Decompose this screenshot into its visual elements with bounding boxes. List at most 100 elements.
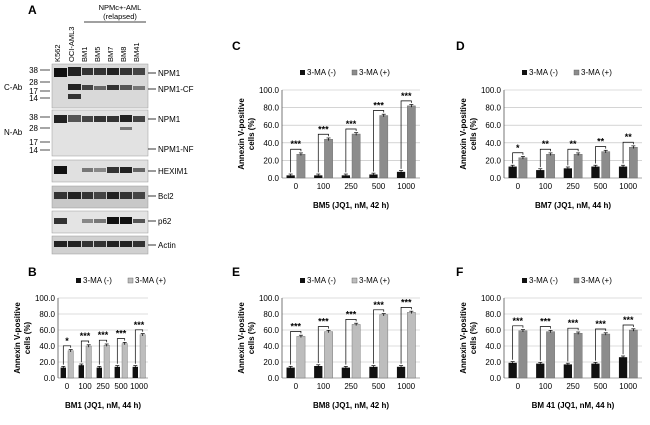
significance-label: *** bbox=[595, 319, 606, 329]
lane-labels: K562 OCI-AML3 BM1 BM5 BM7 BM8 BM41 bbox=[53, 27, 141, 62]
bar-3ma-pos bbox=[379, 115, 389, 179]
legend-label-neg: 3-MA (-) bbox=[83, 276, 112, 285]
bar-3ma-pos bbox=[85, 345, 92, 379]
bar-3ma-pos bbox=[324, 139, 333, 179]
lane-label: K562 bbox=[53, 44, 62, 62]
x-tick-label: 250 bbox=[344, 382, 358, 391]
blot-label-npm1-nf: NPM1-NF bbox=[158, 145, 194, 154]
significance-bracket bbox=[622, 324, 634, 355]
y-axis-title: Annexin V-positivecells (%) bbox=[459, 98, 478, 170]
x-tick-label: 100 bbox=[78, 382, 92, 391]
significance-label: *** bbox=[291, 139, 302, 149]
y-tick-label: 40.0 bbox=[485, 139, 501, 148]
x-tick-label: 500 bbox=[114, 382, 128, 391]
significance-bracket bbox=[373, 309, 385, 364]
bar-3ma-pos bbox=[67, 350, 74, 379]
x-tick-label: 100 bbox=[539, 182, 553, 191]
mw-marker: 38 bbox=[29, 66, 38, 75]
blot-label-leaders bbox=[148, 72, 156, 246]
blot-label-hexim1: HEXIM1 bbox=[158, 167, 188, 176]
y-tick-label: 60.0 bbox=[485, 121, 501, 130]
x-tick-label: 500 bbox=[372, 382, 386, 391]
bar-3ma-neg bbox=[563, 364, 572, 378]
x-tick-label: 0 bbox=[65, 382, 70, 391]
legend-swatch-pos bbox=[351, 69, 358, 76]
x-tick-label: 0 bbox=[516, 182, 521, 191]
x-axis-title: BM5 (JQ1, nM, 42 h) bbox=[313, 201, 389, 210]
bar-3ma-neg bbox=[396, 171, 406, 178]
significance-label: *** bbox=[623, 315, 634, 325]
panel-letter: F bbox=[456, 265, 463, 279]
significance-bracket bbox=[116, 338, 126, 364]
bar-3ma-pos bbox=[379, 314, 389, 379]
blot-n-ab bbox=[51, 109, 149, 157]
y-tick-label: 40.0 bbox=[39, 342, 55, 351]
bar-3ma-neg bbox=[563, 168, 572, 178]
significance-label: *** bbox=[401, 297, 412, 307]
significance-bracket bbox=[595, 328, 607, 361]
significance-bracket bbox=[62, 345, 72, 365]
legend-label-pos: 3-MA (+) bbox=[581, 68, 612, 77]
x-tick-label: 500 bbox=[594, 182, 608, 191]
blot-label-bcl2: Bcl2 bbox=[158, 192, 174, 201]
significance-bracket bbox=[400, 100, 412, 169]
bar-3ma-pos bbox=[546, 154, 555, 179]
bar-3ma-neg bbox=[132, 366, 138, 378]
legend-swatch-neg bbox=[76, 278, 81, 283]
significance-bracket bbox=[290, 331, 302, 365]
y-tick-label: 40.0 bbox=[263, 139, 279, 148]
significance-label: *** bbox=[98, 330, 109, 340]
significance-label: *** bbox=[291, 321, 302, 331]
y-tick-label: 20.0 bbox=[485, 156, 501, 165]
x-tick-label: 250 bbox=[96, 382, 110, 391]
lane-label: BM41 bbox=[132, 42, 141, 62]
x-tick-label: 250 bbox=[566, 182, 580, 191]
bar-3ma-pos bbox=[518, 330, 528, 379]
lane-label: OCI-AML3 bbox=[67, 27, 76, 62]
significance-label: ** bbox=[625, 132, 633, 142]
significance-bracket bbox=[567, 148, 579, 166]
legend-swatch-pos bbox=[573, 277, 580, 284]
bar-3ma-pos bbox=[103, 345, 110, 379]
ab-label-n: N-Ab bbox=[4, 128, 23, 137]
bar-3ma-neg bbox=[536, 363, 545, 378]
significance-label: *** bbox=[513, 316, 524, 326]
x-tick-label: 100 bbox=[317, 382, 331, 391]
significance-label: ** bbox=[597, 137, 605, 147]
significance-bracket bbox=[400, 307, 412, 364]
y-tick-label: 20.0 bbox=[485, 358, 501, 367]
significance-bracket bbox=[595, 146, 607, 164]
significance-label: *** bbox=[346, 309, 357, 319]
y-tick-label: 20.0 bbox=[39, 358, 55, 367]
bar-3ma-neg bbox=[369, 366, 378, 378]
significance-bracket bbox=[512, 152, 524, 164]
mw-marker: 14 bbox=[29, 94, 38, 103]
y-tick-label: 80.0 bbox=[485, 310, 501, 319]
significance-label: *** bbox=[373, 101, 384, 111]
x-tick-label: 0 bbox=[294, 382, 299, 391]
significance-label: *** bbox=[568, 318, 579, 328]
significance-label: *** bbox=[401, 91, 412, 101]
significance-bracket bbox=[512, 325, 524, 360]
bar-3ma-neg bbox=[114, 366, 120, 378]
bar-3ma-pos bbox=[296, 336, 306, 379]
panel-letter: D bbox=[456, 39, 465, 53]
bar-3ma-neg bbox=[60, 367, 66, 378]
bar-3ma-pos bbox=[629, 146, 638, 179]
legend-swatch-pos bbox=[127, 277, 134, 284]
lane-label: BM7 bbox=[106, 47, 115, 62]
x-tick-label: 1000 bbox=[397, 382, 415, 391]
bar-3ma-neg bbox=[286, 367, 295, 378]
bar-3ma-neg bbox=[396, 366, 406, 378]
ab-label-c: C-Ab bbox=[4, 83, 23, 92]
legend-label-pos: 3-MA (+) bbox=[581, 276, 612, 285]
lane-label: BM8 bbox=[119, 47, 128, 62]
legend-swatch-neg bbox=[522, 70, 527, 75]
bar-3ma-pos bbox=[407, 312, 416, 379]
significance-label: *** bbox=[80, 331, 91, 341]
x-tick-label: 1000 bbox=[130, 382, 148, 391]
blot-label-npm1-n: NPM1 bbox=[158, 115, 181, 124]
significance-label: *** bbox=[346, 119, 357, 129]
